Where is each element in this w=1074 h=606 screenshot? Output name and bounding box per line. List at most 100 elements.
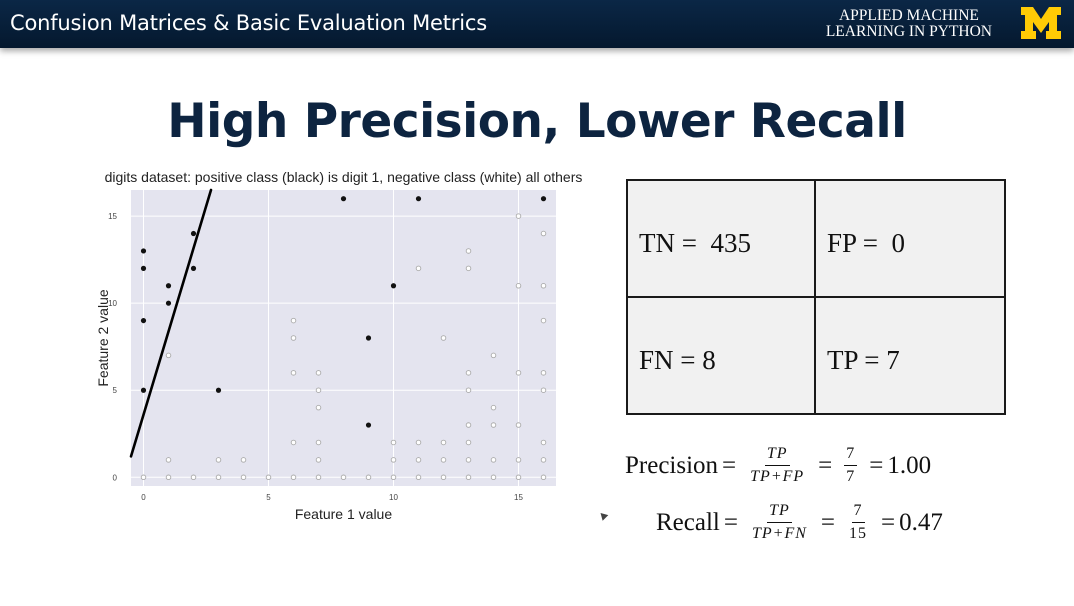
precision-label: Precision: [625, 451, 719, 479]
scatter-chart: digits dataset: positive class (black) i…: [95, 169, 583, 522]
negative-point: [165, 474, 172, 481]
negative-point: [465, 370, 472, 376]
recall-value-numerator: 7: [851, 502, 865, 523]
negative-point: [215, 474, 222, 481]
negative-point: [515, 213, 522, 219]
x-tick-label: 0: [141, 493, 146, 502]
precision-value-numerator: 7: [844, 445, 858, 466]
y-tick-label: 5: [113, 386, 118, 395]
fp-value: FP = 0: [827, 228, 906, 258]
precision-fraction: TP TP+FP: [748, 445, 806, 486]
recall-value-fraction: 7 15: [847, 502, 869, 543]
y-tick-label: 15: [108, 212, 117, 221]
negative-point: [240, 457, 247, 463]
chart-title: digits dataset: positive class (black) i…: [105, 169, 583, 185]
positive-point: [140, 265, 147, 271]
positive-point: [215, 387, 222, 393]
negative-point: [440, 457, 447, 463]
negative-point: [540, 457, 547, 463]
course-name-line-1: APPLIED MACHINE: [838, 7, 979, 24]
negative-point: [540, 387, 547, 393]
positive-point: [140, 317, 147, 324]
negative-point: [465, 439, 472, 446]
negative-point: [540, 474, 547, 481]
negative-point: [440, 335, 447, 341]
positive-point: [415, 196, 422, 202]
recall-label: Recall: [656, 508, 720, 536]
negative-point: [515, 457, 522, 463]
precision-formula: Precision = TP TP+FP = 7 7 = 1.00: [625, 445, 932, 486]
x-axis-label: Feature 1 value: [295, 506, 392, 522]
negative-point: [440, 474, 447, 481]
negative-point: [540, 283, 547, 289]
y-tick-label: 10: [108, 299, 117, 308]
negative-point: [340, 474, 347, 481]
negative-point: [465, 457, 472, 463]
negative-point: [290, 439, 297, 446]
negative-point: [190, 474, 197, 481]
negative-point: [240, 474, 247, 481]
university-logo-icon: [1021, 7, 1061, 39]
tn-value: TN = 435: [639, 228, 751, 258]
negative-point: [465, 474, 472, 481]
negative-point: [215, 457, 222, 463]
negative-point: [515, 474, 522, 481]
negative-point: [315, 370, 322, 376]
x-tick-label: 15: [514, 493, 523, 502]
negative-point: [365, 474, 372, 481]
y-tick-label: 0: [113, 473, 118, 482]
positive-point: [190, 230, 197, 237]
slide-header: Confusion Matrices & Basic Evaluation Me…: [0, 0, 1074, 48]
precision-value-denominator: 7: [846, 468, 856, 485]
negative-point: [140, 474, 147, 481]
negative-point: [415, 265, 422, 272]
negative-point: [515, 422, 522, 428]
negative-point: [465, 265, 472, 272]
negative-point: [390, 457, 397, 463]
negative-point: [315, 387, 322, 393]
tp-value: TP = 7: [827, 345, 900, 375]
negative-point: [390, 439, 397, 446]
negative-point: [315, 404, 322, 411]
x-tick-label: 10: [389, 493, 398, 502]
cell-false-positive: FP = 0: [816, 181, 1004, 298]
positive-point: [390, 283, 397, 289]
recall-denominator: TP+FN: [751, 525, 807, 542]
negative-point: [315, 457, 322, 463]
negative-point: [465, 387, 472, 393]
positive-point: [165, 300, 172, 306]
negative-point: [490, 422, 497, 428]
precision-result: 1.00: [887, 451, 932, 479]
negative-point: [415, 457, 422, 463]
negative-point: [265, 474, 272, 481]
recall-result: 0.47: [899, 508, 943, 536]
negative-point: [540, 230, 547, 237]
course-name-line-2: LEARNING IN PYTHON: [825, 23, 992, 40]
fn-value: FN = 8: [639, 345, 716, 375]
negative-point: [290, 370, 297, 376]
header-title: Confusion Matrices & Basic Evaluation Me…: [10, 11, 487, 35]
negative-point: [315, 474, 322, 481]
positive-point: [165, 283, 172, 289]
recall-fraction: TP TP+FN: [750, 502, 809, 543]
negative-point: [490, 457, 497, 463]
course-name: APPLIED MACHINE LEARNING IN PYTHON: [826, 8, 992, 40]
cell-true-positive: TP = 7: [816, 298, 1004, 413]
negative-point: [440, 439, 447, 446]
cell-true-negative: TN = 435: [628, 181, 816, 298]
positive-point: [190, 265, 197, 271]
negative-point: [290, 474, 297, 481]
negative-point: [540, 317, 547, 324]
negative-point: [490, 474, 497, 481]
positive-point: [365, 335, 372, 341]
recall-formula: Recall = TP TP+FN = 7 15 = 0.47: [656, 502, 943, 543]
negative-point: [465, 422, 472, 428]
positive-point: [365, 422, 372, 428]
confusion-matrix: TN = 435 FP = 0 FN = 8 TP = 7: [626, 179, 1006, 415]
positive-point: [540, 196, 547, 202]
negative-point: [415, 439, 422, 446]
negative-point: [490, 404, 497, 411]
negative-point: [290, 317, 297, 324]
positive-point: [140, 248, 147, 254]
positive-point: [140, 387, 147, 393]
